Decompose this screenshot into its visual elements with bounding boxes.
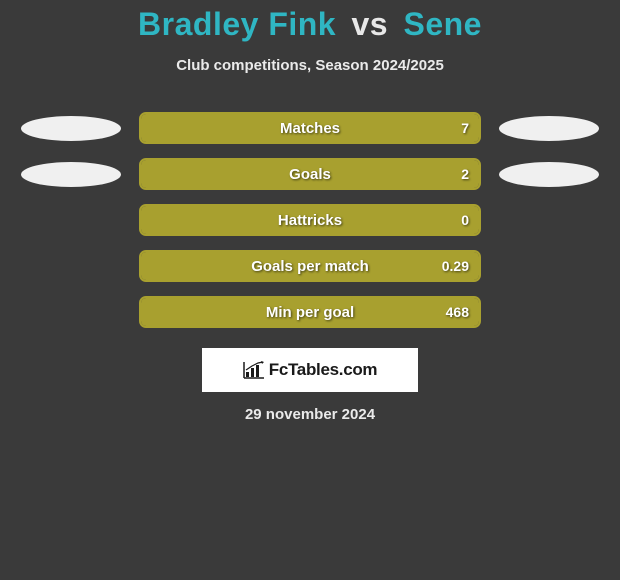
stat-row: Min per goal468 (0, 296, 620, 328)
stat-row: Goals per match0.29 (0, 250, 620, 282)
stat-row: Hattricks0 (0, 204, 620, 236)
vs-text: vs (351, 6, 388, 42)
logo-text: FcTables.com (269, 360, 378, 380)
logo-box: FcTables.com (202, 348, 418, 392)
bar-value: 0 (461, 204, 469, 236)
stats-rows: Matches7Goals2Hattricks0Goals per match0… (0, 112, 620, 328)
bar-label: Min per goal (139, 296, 481, 328)
stat-row: Goals2 (0, 158, 620, 190)
left-oval (21, 116, 121, 141)
bar-value: 7 (461, 112, 469, 144)
right-oval (499, 162, 599, 187)
stat-bar: Min per goal468 (139, 296, 481, 328)
stat-row: Matches7 (0, 112, 620, 144)
comparison-infographic: Bradley Fink vs Sene Club competitions, … (0, 0, 620, 423)
bar-label: Hattricks (139, 204, 481, 236)
bar-label: Goals per match (139, 250, 481, 282)
left-oval (21, 162, 121, 187)
bar-value: 2 (461, 158, 469, 190)
date-text: 29 november 2024 (0, 406, 620, 423)
player1-name: Bradley Fink (138, 6, 336, 42)
bar-value: 0.29 (442, 250, 469, 282)
bar-label: Matches (139, 112, 481, 144)
subtitle: Club competitions, Season 2024/2025 (0, 57, 620, 74)
bar-label: Goals (139, 158, 481, 190)
stat-bar: Goals per match0.29 (139, 250, 481, 282)
page-title: Bradley Fink vs Sene (0, 6, 620, 43)
stat-bar: Matches7 (139, 112, 481, 144)
stat-bar: Goals2 (139, 158, 481, 190)
player2-name: Sene (403, 6, 481, 42)
bar-value: 468 (446, 296, 469, 328)
chart-icon (243, 361, 265, 379)
stat-bar: Hattricks0 (139, 204, 481, 236)
right-oval (499, 116, 599, 141)
